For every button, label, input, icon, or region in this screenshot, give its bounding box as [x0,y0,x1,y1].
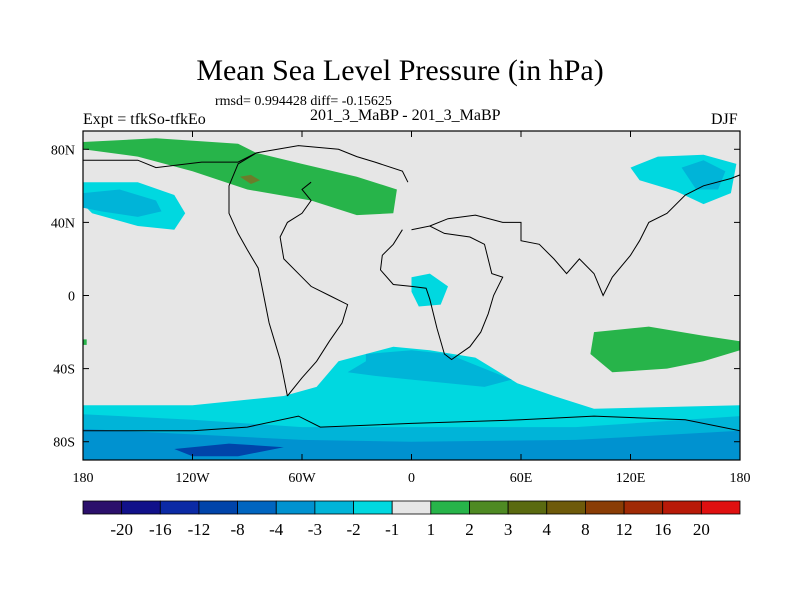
colorbar-label-15: 20 [693,520,710,539]
colorbar-box-12 [546,500,586,515]
stats-text: rmsd= 0.994428 diff= -0.15625 [215,94,392,109]
contour-region-southern-ocean-core [174,443,284,457]
contour-region-greenland-peak [240,174,260,184]
colorbar-box-14 [623,500,664,515]
x-tick-label-0: 180 [73,471,94,486]
x-tick-label-4: 60E [510,471,533,486]
y-tick-label-3: 40S [53,363,75,378]
colorbar-box-11 [507,500,548,515]
colorbar-box-0 [82,500,123,515]
x-tick-label-1: 120W [175,471,210,486]
x-tick-label-6: 180 [730,471,751,486]
colorbar-box-2 [159,500,200,515]
colorbar-box-4 [237,500,277,515]
coastline-eurasia-africa [379,225,504,361]
colorbar-label-2: -12 [188,520,211,539]
y-tick-label-0: 80N [51,143,75,158]
contour-region-indian-ocean-positive [590,326,740,373]
contour-regions [83,138,740,460]
map-axes: 180 120W 60W 0 60E 120E 180 80N 40N 0 40S 80S [51,131,751,486]
contour-region-north-atlantic-positive [83,138,397,216]
coastline-americas-east [279,181,349,397]
colorbar-label-3: -8 [231,520,245,539]
colorbar-box-15 [662,500,702,515]
contour-region-mediterranean-low [411,273,448,307]
colorbar-label-10: 3 [504,520,513,539]
coastlines [83,145,740,432]
colorbar-label-14: 16 [654,520,671,539]
coastline-antarctica [83,415,740,432]
colorbar-label-5: -3 [308,520,322,539]
x-tick-label-5: 120E [616,471,646,486]
season-label: DJF [711,111,738,128]
y-tick-label-1: 40N [51,216,75,231]
colorbar-label-13: 12 [616,520,633,539]
colorbar-box-9 [430,500,470,515]
colorbar-box-10 [469,500,509,515]
colorbar-box-3 [198,500,238,515]
coastline-north-america-arctic [83,145,409,183]
colorbar-label-11: 4 [543,520,552,539]
y-tick-label-2: 0 [68,290,75,305]
colorbar-box-7 [353,500,393,515]
colorbar-label-4: -4 [269,520,284,539]
coastline-eurasia-north [429,174,740,297]
coastline-americas-west [228,152,288,397]
contour-region-antimeridian-speck [83,339,87,345]
contour-region-north-pacific-core [83,189,162,217]
colorbar-box-5 [275,500,316,515]
colorbar-label-1: -16 [149,520,172,539]
x-tick-label-2: 60W [288,471,316,486]
colorbar-box-13 [585,500,625,515]
contour-region-south-atlantic-core [347,350,512,387]
colorbar-label-9: 2 [465,520,474,539]
y-tick-label-4: 80S [53,436,75,451]
experiment-label: Expt = tfkSo-tfkEo [83,111,206,128]
colorbar-label-0: -20 [110,520,133,539]
colorbar-label-8: 1 [427,520,436,539]
colorbar-box-8 [391,500,432,515]
comparison-label: 201_3_MaBP - 201_3_MaBP [310,107,501,124]
colorbar-label-6: -2 [346,520,360,539]
colorbar: -20 -16 -12 -8 -4 -3 -2 -1 1 2 3 4 8 12 16 20 [82,500,741,539]
page-title: Mean Sea Level Pressure (in hPa) [196,54,604,87]
colorbar-box-6 [314,500,354,515]
colorbar-label-7: -1 [385,520,399,539]
colorbar-box-16 [700,500,741,515]
contour-region-siberia-core [681,160,726,190]
colorbar-label-12: 8 [581,520,590,539]
x-tick-label-3: 0 [408,471,415,486]
colorbar-box-1 [121,500,161,515]
